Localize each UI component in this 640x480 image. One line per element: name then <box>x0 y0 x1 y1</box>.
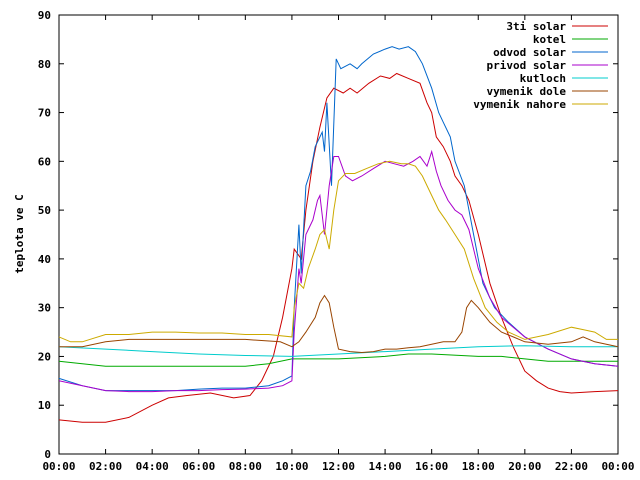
y-axis: 0 10 20 30 40 50 60 70 80 90 <box>38 9 618 461</box>
x-tick-label: 10:00 <box>275 460 308 473</box>
y-tick-label: 30 <box>38 302 51 315</box>
x-tick-label: 00:00 <box>42 460 75 473</box>
y-tick-label: 70 <box>38 107 51 120</box>
x-tick-label: 16:00 <box>415 460 448 473</box>
x-tick-label: 06:00 <box>182 460 215 473</box>
y-axis-label: teplota ve C <box>13 194 26 273</box>
series-line-privod-solar <box>58 149 619 393</box>
x-tick-label: 08:00 <box>229 460 262 473</box>
series-line-3ti-solar <box>58 72 619 423</box>
x-tick-label: 18:00 <box>462 460 495 473</box>
y-tick-label: 20 <box>38 350 51 363</box>
y-tick-label: 0 <box>44 448 51 461</box>
legend-label: kotel <box>533 33 566 46</box>
legend-label: odvod solar <box>493 46 566 59</box>
x-tick-label: 04:00 <box>136 460 169 473</box>
x-tick-label: 00:00 <box>601 460 634 473</box>
series-line-kutloch <box>58 345 618 357</box>
y-tick-label: 10 <box>38 399 51 412</box>
y-tick-label: 80 <box>38 58 51 71</box>
legend-label: kutloch <box>520 72 566 85</box>
x-tick-label: 12:00 <box>322 460 355 473</box>
series-line-odvod-solar <box>58 46 619 392</box>
series-line-kotel <box>58 353 618 367</box>
x-tick-label: 14:00 <box>369 460 402 473</box>
y-tick-label: 40 <box>38 253 51 266</box>
legend-label: 3ti solar <box>506 20 566 33</box>
x-tick-label: 02:00 <box>89 460 122 473</box>
x-tick-label: 20:00 <box>508 460 541 473</box>
x-axis: 00:00 02:00 04:00 06:00 08:00 10:00 12:00 14:00… <box>42 15 635 473</box>
y-tick-label: 60 <box>38 155 51 168</box>
series-line-vymenik-nahore <box>58 160 618 343</box>
legend-label: privod solar <box>487 59 567 72</box>
y-tick-label: 90 <box>38 9 51 22</box>
legend-label: vymenik nahore <box>473 98 566 111</box>
y-tick-label: 50 <box>38 204 51 217</box>
series-line-vymenik-dole <box>59 294 619 354</box>
legend-label: vymenik dole <box>487 85 567 98</box>
series-lines <box>58 46 619 423</box>
x-tick-label: 22:00 <box>555 460 588 473</box>
